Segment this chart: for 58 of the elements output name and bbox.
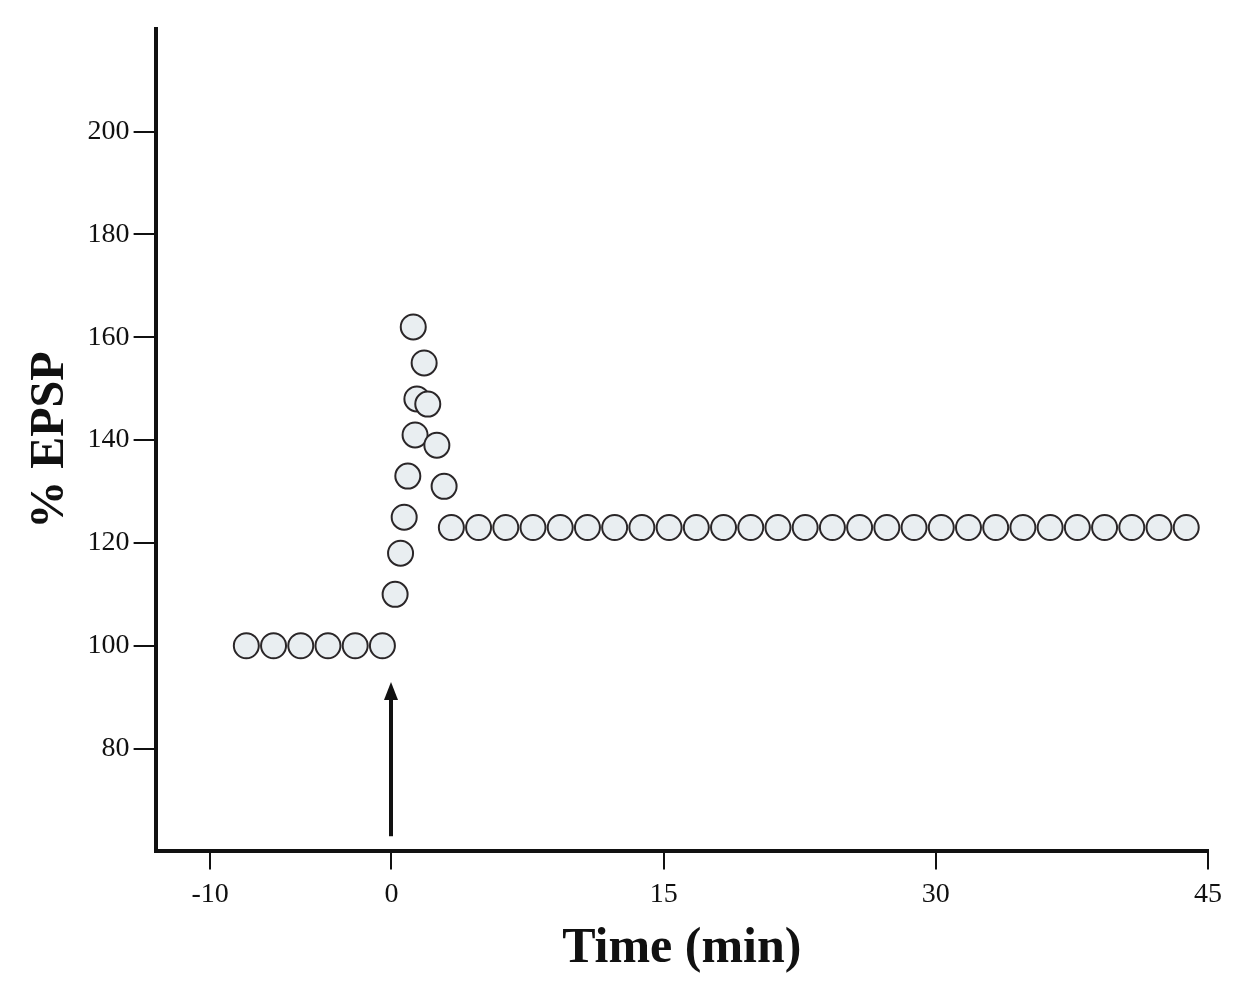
x-tick-label: -10 <box>191 876 229 908</box>
point <box>927 514 955 541</box>
point <box>546 514 574 541</box>
point <box>399 313 427 341</box>
y-axis-title: % EPSP <box>20 351 74 529</box>
point <box>628 514 656 541</box>
point <box>430 472 458 500</box>
point <box>287 632 315 660</box>
point <box>1118 514 1146 541</box>
point <box>465 514 493 541</box>
point <box>410 349 438 377</box>
y-tick-label: 200 <box>87 113 130 145</box>
point <box>900 514 928 541</box>
x-tick-label: 45 <box>1194 876 1222 908</box>
point <box>818 514 846 541</box>
x-tick-label: 30 <box>921 876 950 908</box>
y-tick-label: 140 <box>87 422 130 454</box>
point <box>381 580 409 608</box>
point <box>601 514 629 541</box>
point <box>655 514 683 541</box>
y-tick-label: 100 <box>87 628 130 660</box>
point <box>764 514 792 541</box>
point <box>390 503 418 531</box>
point <box>1091 514 1119 541</box>
point <box>846 514 874 541</box>
point <box>387 539 415 567</box>
point <box>1063 514 1091 541</box>
point <box>368 632 396 660</box>
point <box>341 632 369 660</box>
y-tick-label: 180 <box>87 216 130 248</box>
point <box>710 514 738 541</box>
point <box>519 514 547 541</box>
point <box>394 462 422 490</box>
point <box>1145 514 1173 541</box>
point <box>982 514 1010 541</box>
point <box>954 514 982 541</box>
point <box>401 421 429 449</box>
point <box>260 632 288 660</box>
point <box>573 514 601 541</box>
point <box>791 514 819 541</box>
point <box>737 514 765 541</box>
x-tick-label: 15 <box>649 876 678 908</box>
point <box>1172 514 1200 541</box>
point <box>314 632 342 660</box>
point <box>232 632 260 660</box>
y-tick-label: 120 <box>87 525 130 557</box>
y-tick-label: 160 <box>87 319 130 351</box>
point <box>492 514 520 541</box>
point <box>1009 514 1037 541</box>
x-tick-label: 0 <box>384 876 399 908</box>
point <box>437 514 465 541</box>
point <box>423 431 451 459</box>
point <box>1036 514 1064 541</box>
y-tick-label: 80 <box>101 730 130 762</box>
point <box>414 390 442 418</box>
point <box>682 514 710 541</box>
x-axis-title: Time (min) <box>562 916 802 973</box>
point <box>873 514 901 541</box>
